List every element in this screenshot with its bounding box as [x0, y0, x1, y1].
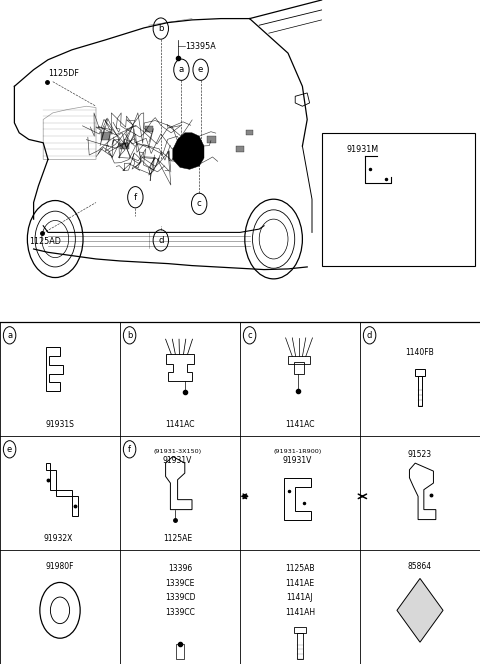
Text: 1141AJ: 1141AJ [287, 594, 313, 602]
Text: 1125AD: 1125AD [29, 237, 60, 246]
Text: (91931-1R900): (91931-1R900) [274, 449, 322, 454]
Text: 1339CE: 1339CE [165, 579, 195, 588]
Bar [145, 127, 153, 133]
Bar [418, 376, 422, 406]
Text: c: c [197, 199, 202, 208]
Text: 1339CC: 1339CC [165, 608, 195, 617]
Bar [101, 132, 110, 140]
Bar [288, 357, 310, 365]
Text: 1125AE: 1125AE [163, 534, 192, 542]
Text: f: f [134, 193, 137, 202]
Bar [294, 627, 306, 633]
Text: e: e [198, 65, 204, 74]
Text: 91931M: 91931M [347, 145, 378, 154]
Bar [415, 369, 425, 376]
Text: 91931S: 91931S [46, 420, 74, 428]
Bar [176, 644, 184, 659]
Text: 1141AH: 1141AH [285, 608, 315, 617]
Bar [120, 143, 129, 149]
Text: 91931V: 91931V [283, 456, 312, 465]
Text: c: c [247, 331, 252, 340]
Text: b: b [127, 331, 132, 340]
Text: 91932X: 91932X [44, 534, 73, 542]
Text: 85864: 85864 [408, 562, 432, 571]
Bar [207, 136, 216, 143]
Text: a: a [179, 65, 184, 74]
Text: d: d [367, 331, 372, 340]
Bar [246, 130, 253, 135]
Text: 91523: 91523 [408, 450, 432, 459]
Bar [322, 133, 475, 266]
Polygon shape [397, 578, 443, 642]
Bar [294, 363, 304, 374]
Polygon shape [173, 133, 204, 169]
Text: 1125AB: 1125AB [285, 564, 315, 573]
Text: e: e [7, 445, 12, 454]
Bar [236, 147, 244, 153]
Text: f: f [128, 445, 131, 454]
Text: (91931-3X150): (91931-3X150) [154, 449, 202, 454]
Text: 1125DF: 1125DF [48, 68, 79, 78]
Text: 13396: 13396 [168, 564, 192, 573]
Text: 91931V: 91931V [163, 456, 192, 465]
Text: 1141AC: 1141AC [285, 420, 315, 428]
Bar [297, 633, 303, 659]
Text: 1141AC: 1141AC [165, 420, 195, 428]
Text: a: a [7, 331, 12, 340]
Text: 13395A: 13395A [185, 42, 216, 51]
Text: 1339CD: 1339CD [165, 594, 195, 602]
Text: b: b [158, 24, 164, 33]
Text: 1140FB: 1140FB [406, 348, 434, 357]
Text: d: d [158, 236, 164, 245]
Text: 1141AE: 1141AE [286, 579, 314, 588]
Text: 91980F: 91980F [46, 562, 74, 571]
